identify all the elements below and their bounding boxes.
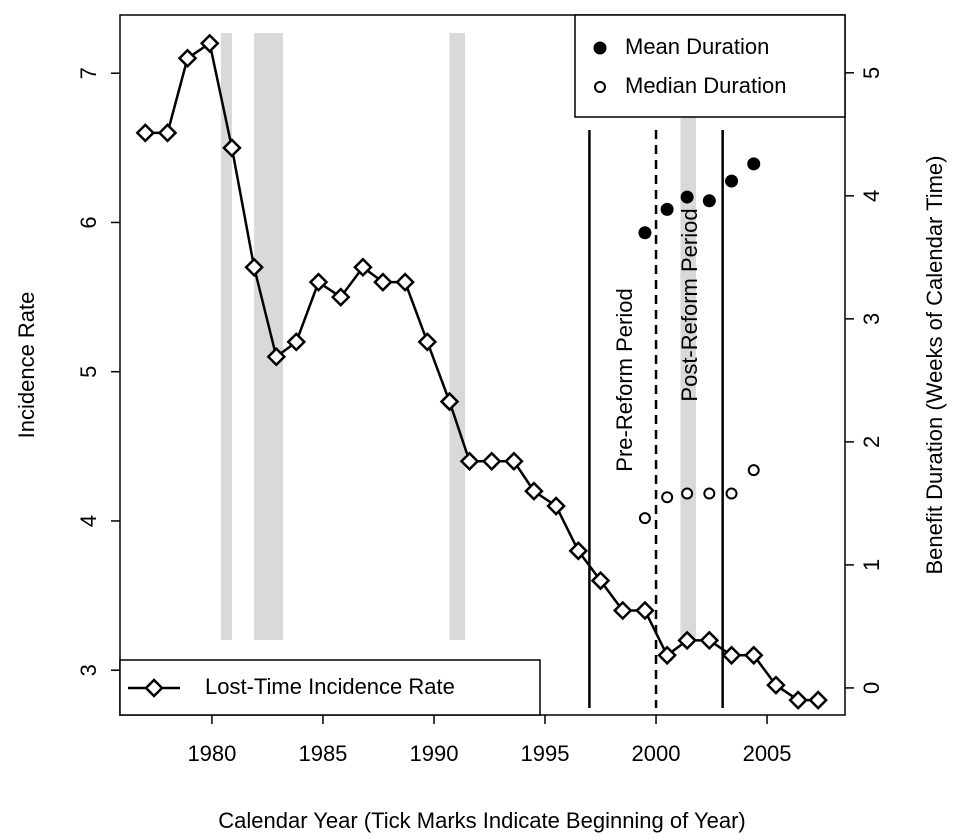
marker: [721, 645, 742, 666]
x-axis-title: Calendar Year (Tick Marks Indicate Begin…: [218, 808, 745, 833]
marker: [590, 570, 611, 591]
marker: [524, 481, 544, 501]
y2-axis-title: Benefit Duration (Weeks of Calendar Time…: [922, 156, 947, 575]
marker: [702, 194, 716, 208]
legend-label: Lost-Time Incidence Rate: [205, 674, 455, 699]
marker: [546, 496, 566, 516]
legend-marker: [594, 81, 606, 93]
shaded-period: [449, 33, 466, 640]
marker: [308, 272, 329, 292]
marker: [747, 157, 761, 171]
y2-tick-label: 0: [859, 682, 884, 694]
marker: [638, 512, 651, 525]
marker: [677, 630, 697, 651]
marker: [266, 347, 287, 367]
marker: [657, 645, 677, 666]
y-axis-title: Incidence Rate: [14, 292, 39, 439]
marker: [699, 630, 720, 651]
marker: [157, 123, 178, 143]
marker: [743, 645, 764, 666]
marker: [417, 332, 438, 352]
y-tick-label: 5: [76, 366, 101, 378]
marker: [725, 174, 739, 188]
series-line: [145, 41, 819, 702]
marker: [681, 487, 694, 500]
marker: [222, 138, 242, 158]
marker: [660, 202, 674, 216]
marker: [661, 491, 674, 504]
shaded-period: [254, 33, 283, 640]
y2-tick-label: 3: [859, 313, 884, 325]
marker: [680, 190, 694, 204]
marker: [638, 226, 652, 240]
marker: [373, 272, 393, 292]
marker: [135, 123, 156, 143]
marker: [244, 257, 264, 278]
y2-tick-label: 5: [859, 67, 884, 79]
marker: [459, 451, 480, 472]
marker: [612, 600, 633, 621]
x-tick-label: 1985: [298, 741, 347, 766]
x-tick-label: 2000: [632, 741, 681, 766]
marker: [808, 690, 828, 710]
legend-label: Mean Duration: [625, 34, 769, 59]
marker: [330, 287, 351, 307]
marker: [766, 675, 786, 695]
legend-marker: [593, 41, 607, 55]
y-tick-label: 4: [76, 515, 101, 527]
legend-box: [119, 659, 541, 716]
marker: [725, 487, 738, 500]
marker: [788, 690, 808, 710]
x-tick-label: 2005: [743, 741, 792, 766]
marker: [353, 257, 373, 278]
y-tick-label: 3: [76, 664, 101, 676]
marker: [286, 332, 307, 352]
y2-tick-label: 1: [859, 559, 884, 571]
marker: [439, 391, 460, 412]
y-tick-label: 6: [76, 216, 101, 228]
annotation: Post-Reform Period: [677, 208, 702, 401]
legend-label: Median Duration: [625, 73, 786, 98]
y2-tick-label: 2: [859, 436, 884, 448]
x-tick-label: 1995: [521, 741, 570, 766]
marker: [747, 464, 760, 477]
x-tick-label: 1980: [187, 741, 236, 766]
y-tick-label: 7: [76, 67, 101, 79]
marker: [481, 451, 502, 472]
marker: [504, 451, 524, 472]
annotation: Pre-Reform Period: [612, 288, 637, 471]
legend-marker: [144, 678, 164, 698]
y2-tick-label: 4: [859, 190, 884, 202]
marker: [568, 541, 589, 561]
marker: [703, 487, 716, 500]
marker: [177, 48, 198, 69]
marker: [635, 600, 655, 621]
marker: [395, 272, 415, 292]
shaded-period: [220, 33, 232, 640]
x-tick-label: 1990: [410, 741, 459, 766]
marker: [199, 33, 220, 54]
legend-box: [574, 14, 846, 118]
